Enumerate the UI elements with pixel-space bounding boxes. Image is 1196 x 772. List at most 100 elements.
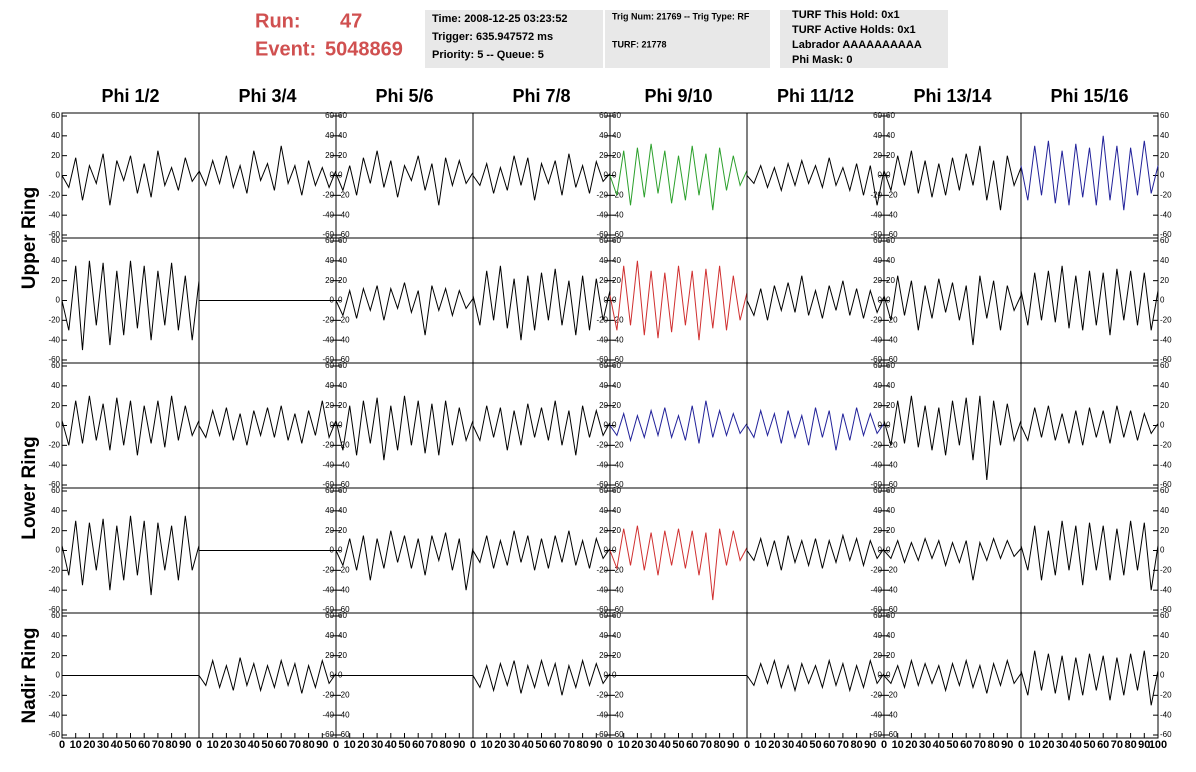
y-tick-label: 20	[51, 401, 60, 410]
y-tick-label: -40	[596, 335, 608, 344]
waveform	[335, 150, 474, 206]
y-tick-label: -60	[870, 480, 882, 489]
y-tick-label: -20	[338, 315, 350, 324]
y-tick-label: 60	[873, 486, 882, 495]
y-tick-label: -40	[612, 210, 624, 219]
y-tick-label: -40	[612, 585, 624, 594]
waveform	[746, 407, 885, 451]
x-tick-label: 40	[111, 739, 123, 751]
y-tick-label: -40	[48, 335, 60, 344]
y-tick-label: 0	[878, 171, 883, 180]
y-tick-label: 20	[1160, 401, 1169, 410]
y-tick-label: 20	[612, 151, 621, 160]
y-tick-label: 60	[599, 486, 608, 495]
x-tick-label: 20	[357, 739, 369, 751]
y-tick-label: -40	[322, 335, 334, 344]
waveform	[746, 275, 885, 321]
waveform	[335, 282, 474, 336]
y-tick-label: -60	[48, 605, 60, 614]
x-tick-label: 60	[686, 739, 698, 751]
y-tick-label: 60	[1160, 611, 1169, 620]
x-tick-label: 30	[782, 739, 794, 751]
y-tick-label: 0	[604, 546, 609, 555]
y-tick-label: -20	[612, 565, 624, 574]
x-tick-label: 60	[412, 739, 424, 751]
x-tick-label: 20	[220, 739, 232, 751]
y-tick-label: 60	[51, 611, 60, 620]
info-line: TURF This Hold: 0x1	[792, 9, 900, 21]
y-tick-label: 40	[873, 131, 882, 140]
panel-frame	[609, 112, 748, 239]
y-tick-label: 60	[51, 486, 60, 495]
waveform	[472, 400, 611, 456]
y-tick-label: 20	[338, 526, 347, 535]
panel-frame	[746, 237, 885, 364]
x-tick-label: 90	[1001, 739, 1013, 751]
y-tick-label: 60	[325, 361, 334, 370]
y-tick-label: 20	[873, 276, 882, 285]
y-tick-label: 40	[51, 506, 60, 515]
info-line: Labrador AAAAAAAAAA	[792, 39, 922, 51]
y-tick-label: 40	[338, 631, 347, 640]
y-tick-label: -60	[322, 230, 334, 239]
y-tick-label: -20	[1160, 315, 1172, 324]
y-tick-label: 40	[325, 131, 334, 140]
x-tick-label: 30	[371, 739, 383, 751]
y-tick-label: 20	[612, 526, 621, 535]
y-tick-label: -60	[886, 230, 898, 239]
panel-frame	[61, 487, 200, 614]
panel-frame	[335, 237, 474, 364]
x-tick-label: 90	[864, 739, 876, 751]
y-tick-label: -60	[1160, 605, 1172, 614]
y-tick-label: -60	[338, 355, 350, 364]
y-tick-label: 20	[325, 651, 334, 660]
y-tick-label: 20	[873, 401, 882, 410]
y-tick-label: 40	[886, 131, 895, 140]
y-tick-label: -20	[886, 565, 898, 574]
y-tick-label: 40	[338, 256, 347, 265]
y-tick-label: 0	[878, 671, 883, 680]
y-tick-label: 40	[325, 631, 334, 640]
x-tick-label: 0	[59, 739, 65, 751]
x-tick-label: 80	[165, 739, 177, 751]
y-tick-label: 0	[878, 296, 883, 305]
waveform	[61, 515, 200, 596]
y-tick-label: -60	[886, 480, 898, 489]
y-tick-label: -20	[870, 315, 882, 324]
y-tick-label: -20	[48, 440, 60, 449]
y-tick-label: -60	[322, 730, 334, 739]
y-tick-label: -20	[338, 190, 350, 199]
x-tick-label: 90	[179, 739, 191, 751]
y-tick-label: 20	[599, 651, 608, 660]
waveform	[1020, 520, 1159, 591]
y-tick-label: 60	[1160, 361, 1169, 370]
x-tick-label: 10	[207, 739, 219, 751]
y-tick-label: -20	[322, 565, 334, 574]
y-tick-label: -60	[886, 605, 898, 614]
run-label: Run:	[255, 10, 301, 32]
y-tick-label: -20	[596, 315, 608, 324]
x-tick-label: 70	[837, 739, 849, 751]
y-tick-label: 0	[604, 421, 609, 430]
panel-frame	[335, 362, 474, 489]
y-tick-label: 40	[51, 256, 60, 265]
y-tick-label: -20	[596, 565, 608, 574]
y-tick-label: -40	[338, 210, 350, 219]
info-line: Priority: 5 -- Queue: 5	[432, 49, 544, 61]
y-tick-label: 40	[338, 131, 347, 140]
x-tick-label: 30	[97, 739, 109, 751]
y-tick-label: -60	[612, 605, 624, 614]
column-title: Phi 11/12	[777, 86, 854, 106]
y-tick-label: -20	[1160, 440, 1172, 449]
x-tick-label: 60	[138, 739, 150, 751]
x-tick-label: 70	[974, 739, 986, 751]
y-tick-label: -20	[338, 565, 350, 574]
y-tick-label: 60	[886, 611, 895, 620]
y-tick-label: 20	[612, 401, 621, 410]
y-tick-label: 60	[612, 361, 621, 370]
y-tick-label: 20	[886, 401, 895, 410]
y-tick-label: -20	[48, 565, 60, 574]
y-tick-label: -20	[886, 190, 898, 199]
event-label: Event:	[255, 38, 316, 60]
x-tick-label: 10	[618, 739, 630, 751]
